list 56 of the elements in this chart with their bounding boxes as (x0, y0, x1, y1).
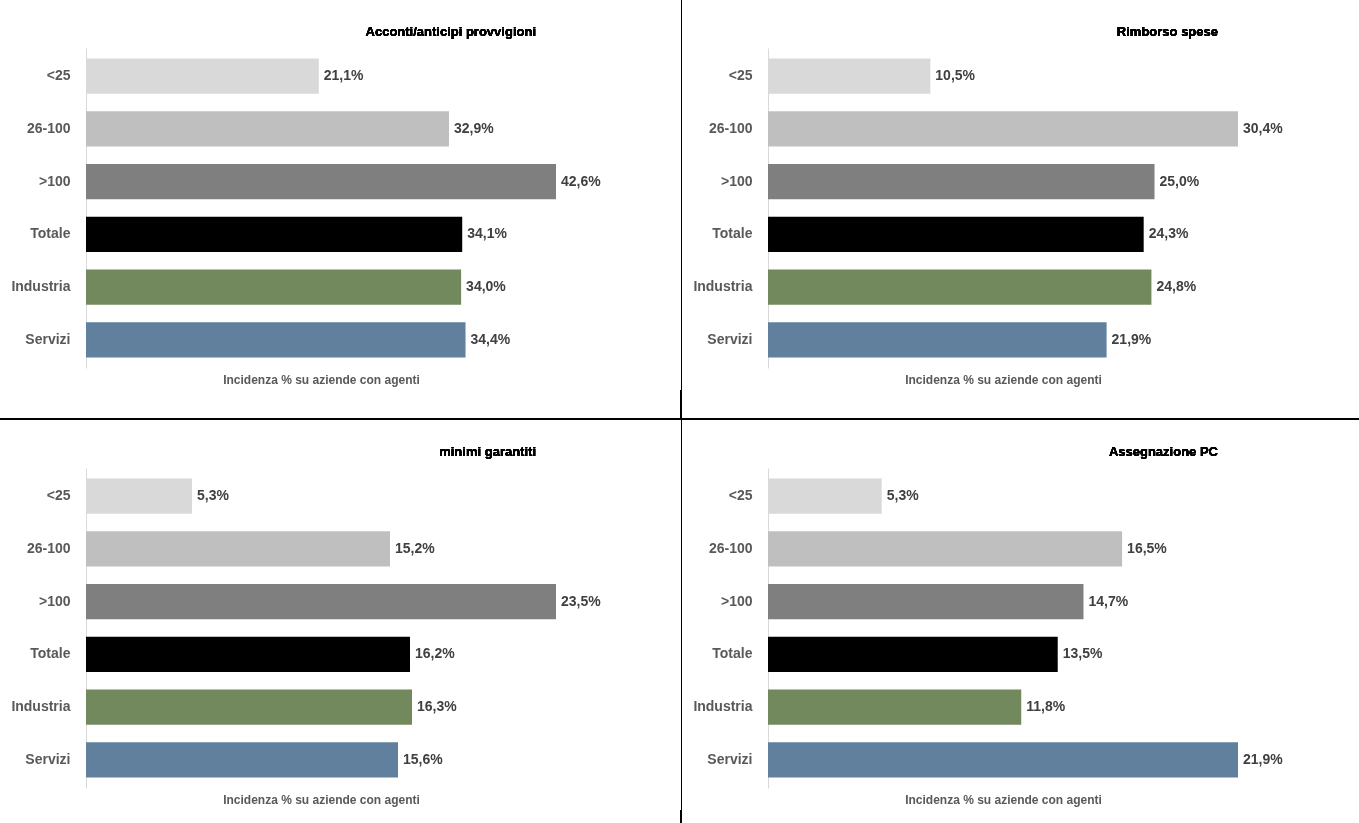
data-label: 32,9% (453, 119, 495, 136)
y-tick-label: Totale (712, 645, 753, 662)
y-tick-label: <25 (46, 67, 71, 84)
x-axis-title: Incidenza % su aziende con agenti (223, 792, 420, 807)
data-label: 23,5% (561, 592, 602, 609)
data-label: 21,1% (323, 67, 365, 84)
y-tick-label: <25 (728, 67, 753, 84)
data-label: 24,8% (1156, 278, 1197, 295)
data-label: 10,5% (935, 67, 976, 84)
y-tick-label: Totale (30, 225, 71, 242)
y-tick-label: Servizi (707, 330, 753, 347)
data-label: 24,3% (1148, 225, 1189, 242)
chart-title: minimi garantiti (439, 444, 536, 459)
data-label: 15,6% (403, 750, 444, 767)
data-label: 34,4% (470, 330, 511, 347)
chart-title: Assegnazione PC (1108, 444, 1219, 459)
data-label: 5,3% (197, 487, 230, 504)
y-tick-label: >100 (720, 172, 753, 189)
y-tick-label: 26-100 (708, 539, 753, 556)
y-tick-label: >100 (38, 172, 71, 189)
data-label: 13,5% (1062, 645, 1103, 662)
data-label: 25,0% (1159, 172, 1200, 189)
y-tick-label: Totale (712, 225, 753, 242)
y-tick-label: Servizi (25, 750, 71, 767)
y-tick-label: <25 (46, 487, 71, 504)
x-axis-title: Incidenza % su aziende con agenti (223, 372, 420, 387)
y-tick-label: <25 (728, 487, 753, 504)
y-tick-label: >100 (38, 592, 71, 609)
y-tick-label: Servizi (25, 330, 71, 347)
chart-title: Rimborso spese (1116, 24, 1218, 39)
x-axis-title: Incidenza % su aziende con agenti (905, 372, 1102, 387)
y-tick-label: 26-100 (26, 119, 71, 136)
y-tick-label: Industria (11, 698, 71, 715)
data-label: 34,0% (466, 278, 507, 295)
y-tick-label: Industria (693, 278, 753, 295)
data-label: 21,9% (1243, 750, 1284, 767)
y-tick-label: Servizi (707, 750, 753, 767)
y-tick-label: Industria (693, 698, 753, 715)
data-label: 42,6% (561, 172, 602, 189)
data-label: 16,2% (415, 645, 456, 662)
y-tick-label: Totale (30, 645, 71, 662)
data-label: 16,5% (1127, 539, 1168, 556)
y-tick-label: Industria (11, 278, 71, 295)
data-label: 21,9% (1111, 330, 1152, 347)
data-label: 15,2% (395, 539, 436, 556)
y-tick-label: 26-100 (26, 539, 71, 556)
x-axis-title: Incidenza % su aziende con agenti (905, 792, 1102, 807)
data-label: 34,1% (467, 225, 508, 242)
data-label: 30,4% (1243, 119, 1284, 136)
data-label: 16,3% (417, 698, 458, 715)
data-label: 11,8% (1026, 698, 1066, 715)
y-tick-label: >100 (720, 592, 753, 609)
y-tick-label: 26-100 (708, 119, 753, 136)
data-label: 14,7% (1088, 592, 1129, 609)
data-label: 5,3% (886, 487, 920, 504)
chart-title: Acconti/anticipi provvigioni (365, 24, 536, 39)
